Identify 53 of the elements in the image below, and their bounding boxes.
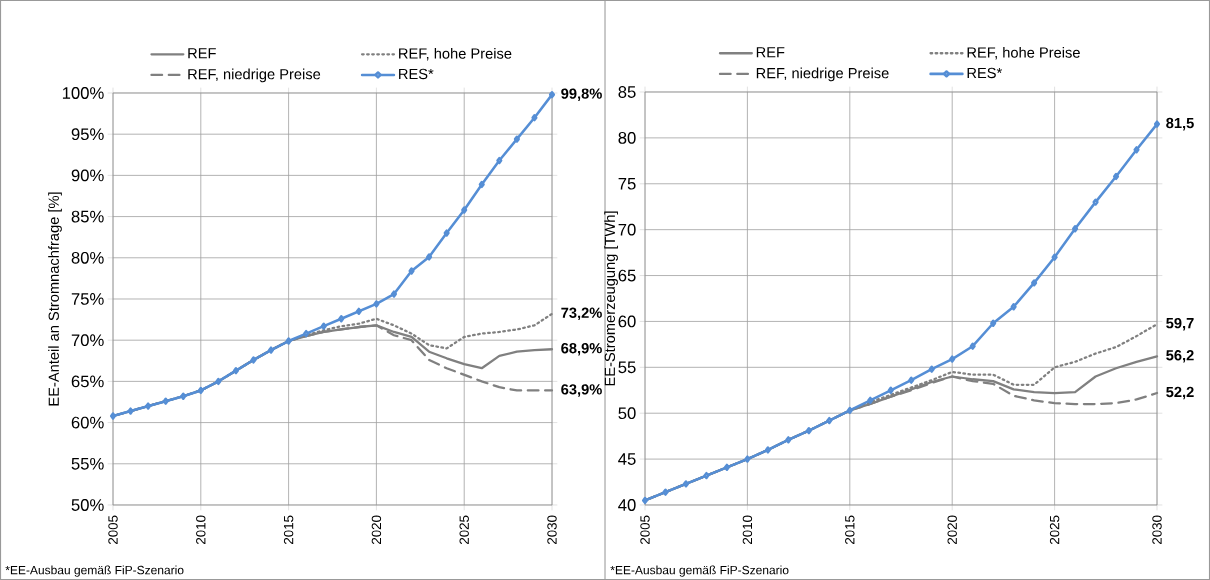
y-tick-label: 50 xyxy=(618,407,636,420)
y-tick-label: 95% xyxy=(71,128,104,141)
y-tick-label: 75 xyxy=(618,177,636,190)
x-tick-label: 2020 xyxy=(947,515,957,545)
y-tick-label: 80 xyxy=(618,131,636,144)
data-label: 56,2 xyxy=(1166,350,1194,363)
data-label: 81,5 xyxy=(1166,117,1194,131)
y-axis-title: EE-Anteil an Stromnachfrage [%] xyxy=(48,192,62,406)
x-tick-label: 2030 xyxy=(1152,515,1162,545)
x-tick-label: 2010 xyxy=(196,515,206,545)
y-tick-label: 65 xyxy=(618,269,636,282)
y-tick-label: 50% xyxy=(71,499,104,511)
y-tick-label: 80% xyxy=(71,251,104,264)
legend-label: REF, hohe Preise xyxy=(399,47,512,61)
legend-label: RES* xyxy=(967,67,1003,79)
y-tick-label: 60% xyxy=(71,416,104,429)
x-tick-label: 2010 xyxy=(742,515,753,545)
data-label: 63,9% xyxy=(561,384,602,397)
legend-label: RES* xyxy=(399,68,434,80)
y-tick-label: 65% xyxy=(71,375,104,388)
x-tick-label: 2005 xyxy=(108,515,118,545)
y-tick-label: 70% xyxy=(71,334,104,347)
y-tick-label: 70 xyxy=(618,223,636,236)
y-tick-label: 55 xyxy=(618,361,636,374)
y-tick-label: 85% xyxy=(71,210,104,223)
legend-label: REF xyxy=(756,47,785,58)
y-tick-label: 100% xyxy=(62,87,104,99)
x-tick-label: 2005 xyxy=(640,515,650,545)
data-label: 99,8% xyxy=(561,88,602,101)
data-label: 52,2 xyxy=(1166,386,1194,400)
y-tick-label: 90% xyxy=(71,169,104,182)
legend-label: REF, niedrige Preise xyxy=(756,67,889,82)
y-axis-title: EE-Stromerzeugung [TWh] xyxy=(604,211,618,386)
text: *EE-Ausbau gemäß FiP-Szenario xyxy=(5,565,184,577)
y-tick-label: 40 xyxy=(618,499,636,511)
legend-label: REF, niedrige Preise xyxy=(188,68,321,83)
x-tick-label: 2030 xyxy=(547,515,557,545)
legend-label: REF, hohe Preise xyxy=(967,46,1080,60)
x-tick-label: 2015 xyxy=(845,515,855,545)
y-tick-label: 75% xyxy=(71,293,104,305)
x-tick-label: 2020 xyxy=(371,515,382,545)
legend-label: REF xyxy=(188,48,216,59)
y-tick-label: 55% xyxy=(71,457,104,470)
data-label: 73,2% xyxy=(561,307,602,321)
x-tick-label: 2025 xyxy=(459,515,469,545)
y-tick-label: 45 xyxy=(618,453,636,465)
x-tick-label: 2025 xyxy=(1049,515,1060,545)
x-tick-label: 2015 xyxy=(283,515,294,545)
text: *EE-Ausbau gemäß FiP-Szenario xyxy=(610,565,789,577)
y-tick-label: 85 xyxy=(618,86,636,98)
data-label: 68,9% xyxy=(561,343,602,356)
data-label: 59,7 xyxy=(1166,317,1194,331)
y-tick-label: 60 xyxy=(618,315,636,328)
